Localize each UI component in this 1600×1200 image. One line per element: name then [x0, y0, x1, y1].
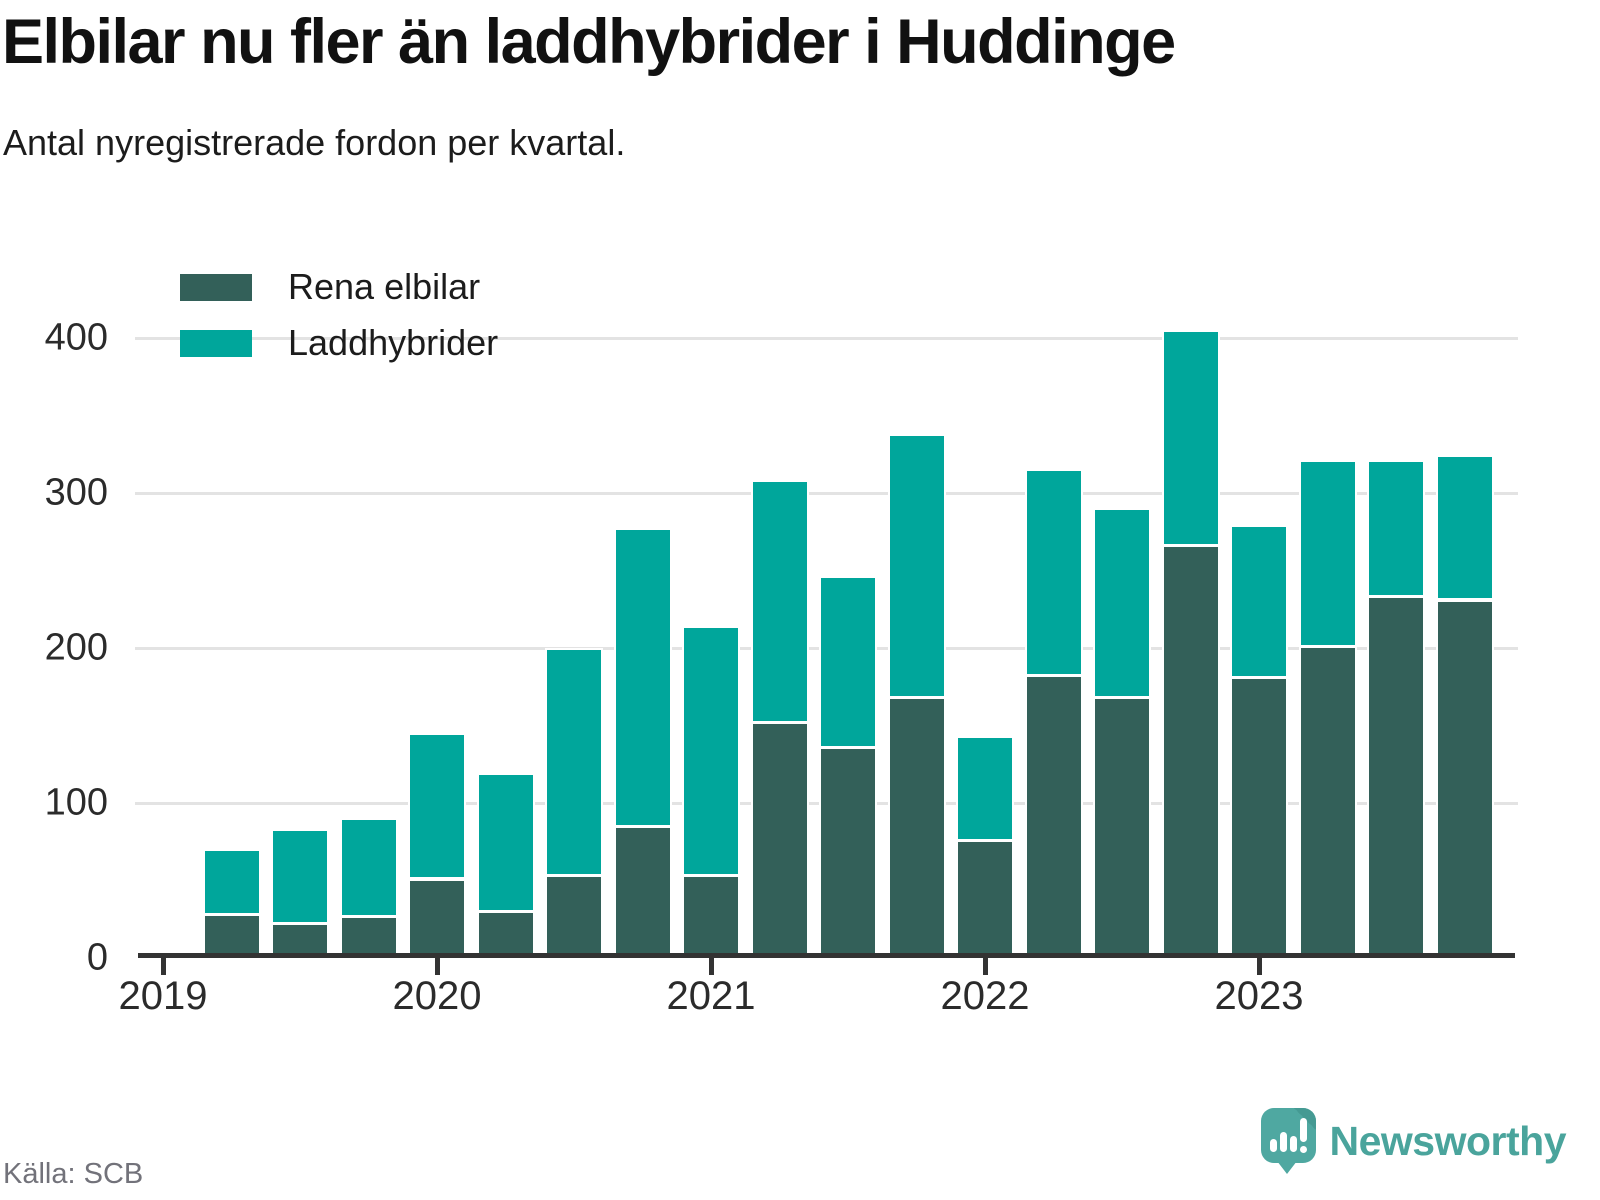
bar-segment-laddhybrider-2021 Q3 [821, 578, 875, 746]
x-axis-label-2021: 2021 [666, 974, 756, 1018]
bar-segment-laddhybrider-2022 Q4 [1163, 331, 1218, 545]
bar-segment-laddhybrider-2023 Q4 [1437, 457, 1492, 599]
x-axis-tick-2019 [160, 958, 166, 975]
bar-segment-laddhybrider-2023 Q2 [1300, 462, 1355, 645]
chart-subtitle: Antal nyregistrerade fordon per kvartal. [3, 122, 626, 163]
newsworthy-wordmark: Newsworthy [1329, 1117, 1567, 1164]
x-axis-tick-2022 [982, 958, 988, 975]
bar-segment-laddhybrider-2019 Q3 [273, 830, 327, 923]
gridline-400 [135, 336, 1518, 340]
y-axis-label-0: 0 [86, 936, 108, 979]
bar-segment-laddhybrider-2020 Q2 [478, 775, 533, 911]
bar-segment-elbilar-2022 Q1 [958, 841, 1012, 958]
bar-segment-laddhybrider-2020 Q1 [410, 734, 464, 878]
gridline-300 [135, 491, 1518, 495]
legend-swatch-dark [180, 273, 252, 301]
bar-segment-laddhybrider-2022 Q2 [1026, 471, 1081, 675]
chart-title: Elbilar nu fler än laddhybrider i Huddin… [2, 7, 1176, 77]
x-axis-line [138, 953, 1515, 958]
bar-segment-elbilar-2019 Q3 [273, 925, 327, 958]
bar-segment-elbilar-2021 Q4 [889, 699, 944, 958]
newsworthy-logo-icon [1260, 1108, 1316, 1174]
bar-segment-laddhybrider-2021 Q1 [684, 627, 738, 875]
bar-segment-laddhybrider-2023 Q3 [1369, 462, 1423, 596]
x-axis-label-2020: 2020 [392, 974, 482, 1018]
legend: Rena elbilar Laddhybrider [180, 266, 498, 384]
bar-segment-laddhybrider-2021 Q4 [889, 435, 944, 697]
source-note: Källa: SCB [3, 1158, 144, 1190]
bar-segment-elbilar-2023 Q4 [1437, 601, 1492, 958]
bar-segment-laddhybrider-2019 Q2 [204, 851, 259, 914]
legend-label: Rena elbilar [288, 266, 481, 307]
bar-segment-laddhybrider-2020 Q3 [547, 649, 601, 875]
bar-segment-elbilar-2020 Q4 [615, 827, 670, 958]
y-axis-label-400: 400 [44, 316, 108, 359]
bar-segment-elbilar-2023 Q3 [1369, 598, 1423, 958]
legend-label: Laddhybrider [288, 322, 499, 363]
bar-segment-laddhybrider-2023 Q1 [1232, 527, 1286, 676]
x-axis-tick-2021 [708, 958, 714, 975]
x-axis-label-2022: 2022 [940, 974, 1030, 1018]
bar-segment-elbilar-2021 Q1 [684, 877, 738, 958]
y-axis-label-200: 200 [44, 626, 108, 669]
legend-item-rena-elbilar: Rena elbilar [180, 266, 498, 307]
x-axis-tick-2020 [434, 958, 440, 975]
bar-segment-elbilar-2023 Q1 [1232, 679, 1286, 958]
legend-swatch-teal [180, 329, 252, 357]
bar-segment-elbilar-2020 Q3 [547, 877, 601, 958]
x-axis-label-2023: 2023 [1214, 974, 1304, 1018]
bar-segment-elbilar-2021 Q3 [821, 748, 875, 958]
newsworthy-branding[interactable]: Newsworthy [1260, 1108, 1567, 1174]
y-axis-label-300: 300 [44, 471, 108, 514]
bar-segment-laddhybrider-2021 Q2 [752, 482, 807, 721]
bar-segment-laddhybrider-2020 Q4 [615, 530, 670, 825]
legend-item-laddhybrider: Laddhybrider [180, 322, 498, 363]
bar-segment-elbilar-2020 Q1 [410, 880, 464, 958]
x-axis-label-2019: 2019 [118, 974, 208, 1018]
bar-segment-elbilar-2022 Q3 [1095, 699, 1149, 958]
bar-segment-laddhybrider-2022 Q1 [958, 737, 1012, 839]
bar-segment-elbilar-2019 Q4 [341, 917, 396, 958]
bar-segment-elbilar-2019 Q2 [204, 916, 259, 958]
bar-segment-elbilar-2022 Q4 [1163, 547, 1218, 958]
bar-segment-laddhybrider-2022 Q3 [1095, 510, 1149, 697]
bar-segment-elbilar-2023 Q2 [1300, 648, 1355, 958]
bar-segment-laddhybrider-2019 Q4 [341, 820, 396, 915]
bar-segment-elbilar-2022 Q2 [1026, 677, 1081, 958]
bar-segment-elbilar-2021 Q2 [752, 723, 807, 958]
x-axis-tick-2023 [1256, 958, 1262, 975]
bar-segment-elbilar-2020 Q2 [478, 913, 533, 958]
y-axis-label-100: 100 [44, 781, 108, 824]
